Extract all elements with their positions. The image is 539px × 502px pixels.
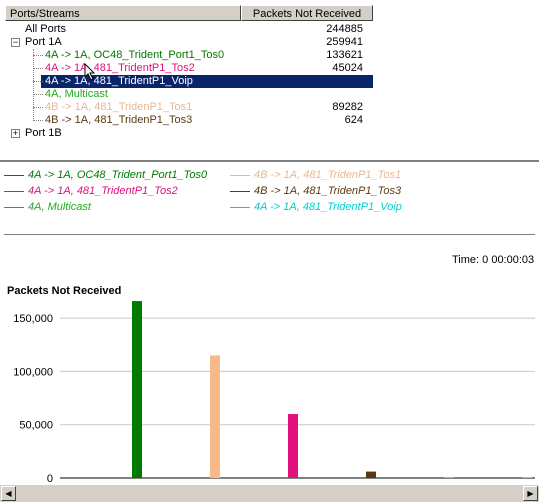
tree-row-value: 133621 bbox=[326, 49, 363, 61]
tree-row-stream[interactable]: 4B -> 1A, 481_TridenP1_Tos3 624 bbox=[5, 114, 373, 127]
column-header-name[interactable]: Ports/Streams bbox=[5, 5, 241, 21]
collapse-icon[interactable]: − bbox=[11, 37, 20, 47]
tree-row-label: 4A, Multicast bbox=[45, 88, 108, 100]
legend-label: 4B -> 1A, 481_TridenP1_Tos1 bbox=[254, 169, 402, 182]
expand-icon[interactable]: + bbox=[11, 128, 20, 138]
tree-row-stream[interactable]: 4A -> 1A, 481_TridentP1_Voip bbox=[5, 74, 373, 89]
tree-row-label: 4B -> 1A, 481_TridenP1_Tos1 bbox=[45, 101, 193, 113]
legend-label: 4B -> 1A, 481_TridenP1_Tos3 bbox=[254, 185, 402, 198]
tree-connector bbox=[33, 55, 43, 56]
legend-separator-highlight bbox=[4, 235, 535, 236]
column-header-packets[interactable]: Packets Not Received bbox=[241, 5, 373, 21]
tree-node-port[interactable]: All Ports 244885 bbox=[5, 23, 373, 36]
bar bbox=[444, 476, 454, 478]
chart-legend: 4A -> 1A, OC48_Trident_Port1_Tos0 4B -> 1… bbox=[4, 169, 535, 229]
legend-swatch bbox=[4, 174, 24, 176]
tree-connector bbox=[33, 81, 43, 82]
legend-swatch bbox=[230, 174, 250, 176]
bar bbox=[366, 471, 376, 478]
legend-swatch bbox=[230, 206, 250, 208]
tree-row-label: Port 1B bbox=[25, 127, 62, 139]
time-readout: Time: 0 00:00:03 bbox=[452, 254, 535, 266]
legend-item: 4A -> 1A, 481_TridentP1_Voip bbox=[230, 201, 402, 215]
bar bbox=[288, 414, 298, 478]
tree-node-port[interactable]: + Port 1B bbox=[5, 127, 373, 139]
tree-row-stream[interactable]: 4A -> 1A, 481_TridentP1_Tos2 45024 bbox=[5, 62, 373, 75]
y-tick-label: 0 bbox=[47, 473, 53, 484]
tree-connector bbox=[33, 107, 43, 108]
bar bbox=[522, 476, 532, 478]
legend-separator bbox=[4, 234, 535, 235]
bar bbox=[210, 355, 220, 478]
y-tick-label: 50,000 bbox=[19, 420, 53, 432]
y-tick-label: 100,000 bbox=[13, 366, 53, 378]
scroll-left-arrow-icon[interactable]: ◀ bbox=[1, 486, 16, 501]
tree-row-label: 4A -> 1A, OC48_Trident_Port1_Tos0 bbox=[45, 49, 225, 61]
tree-row-value: 45024 bbox=[332, 62, 363, 74]
bar-chart: 0 50,000 100,000 150,000 bbox=[13, 301, 535, 484]
legend-label: 4A, Multicast bbox=[28, 201, 91, 214]
tree-connector bbox=[33, 94, 43, 95]
legend-item: 4B -> 1A, 481_TridenP1_Tos1 bbox=[230, 169, 401, 183]
legend-label: 4A -> 1A, OC48_Trident_Port1_Tos0 bbox=[28, 169, 208, 182]
chart-title: Packets Not Received bbox=[7, 285, 122, 297]
tree-node-port[interactable]: − Port 1A 259941 bbox=[5, 36, 373, 49]
tree-connector bbox=[33, 68, 43, 69]
bar bbox=[132, 301, 142, 478]
tree-connector bbox=[33, 120, 43, 121]
legend-item: 4A -> 1A, OC48_Trident_Port1_Tos0 bbox=[4, 169, 207, 183]
legend-label: 4A -> 1A, 481_TridentP1_Tos2 bbox=[28, 185, 178, 198]
tree-connector bbox=[33, 49, 34, 121]
selection-highlight bbox=[40, 74, 373, 89]
tree-row-value: 244885 bbox=[326, 23, 363, 35]
tree-row-stream[interactable]: 4A, Multicast bbox=[5, 88, 373, 101]
legend-item: 4A -> 1A, 481_TridentP1_Tos2 bbox=[4, 185, 178, 199]
tree-row-label: All Ports bbox=[25, 23, 66, 35]
tree-row-value: 89282 bbox=[332, 101, 363, 113]
tree-row-label: 4A -> 1A, 481_TridentP1_Voip bbox=[45, 75, 193, 87]
horizontal-scrollbar[interactable]: ◀ ▶ bbox=[0, 484, 539, 502]
tree-row-label: 4A -> 1A, 481_TridentP1_Tos2 bbox=[45, 62, 195, 74]
pane-divider-highlight bbox=[0, 162, 539, 163]
mouse-pointer-icon bbox=[84, 63, 96, 81]
tree-row-label: 4B -> 1A, 481_TridenP1_Tos3 bbox=[45, 114, 193, 126]
tree-header: Ports/Streams Packets Not Received bbox=[5, 5, 373, 23]
legend-swatch bbox=[230, 190, 250, 192]
tree-row-value: 259941 bbox=[326, 36, 363, 48]
y-tick-label: 150,000 bbox=[13, 313, 53, 325]
pane-divider[interactable] bbox=[0, 160, 539, 162]
legend-label: 4A -> 1A, 481_TridentP1_Voip bbox=[254, 201, 402, 214]
tree-row-stream[interactable]: 4A -> 1A, OC48_Trident_Port1_Tos0 133621 bbox=[5, 49, 373, 62]
legend-swatch bbox=[4, 206, 24, 208]
tree-row-stream[interactable]: 4B -> 1A, 481_TridenP1_Tos1 89282 bbox=[5, 101, 373, 114]
streams-tree[interactable]: Ports/Streams Packets Not Received All P… bbox=[5, 5, 373, 139]
legend-swatch bbox=[4, 190, 24, 192]
scroll-right-arrow-icon[interactable]: ▶ bbox=[523, 486, 538, 501]
legend-item: 4B -> 1A, 481_TridenP1_Tos3 bbox=[230, 185, 401, 199]
legend-item: 4A, Multicast bbox=[4, 201, 91, 215]
tree-row-label: Port 1A bbox=[25, 36, 62, 48]
tree-row-value: 624 bbox=[344, 114, 363, 126]
